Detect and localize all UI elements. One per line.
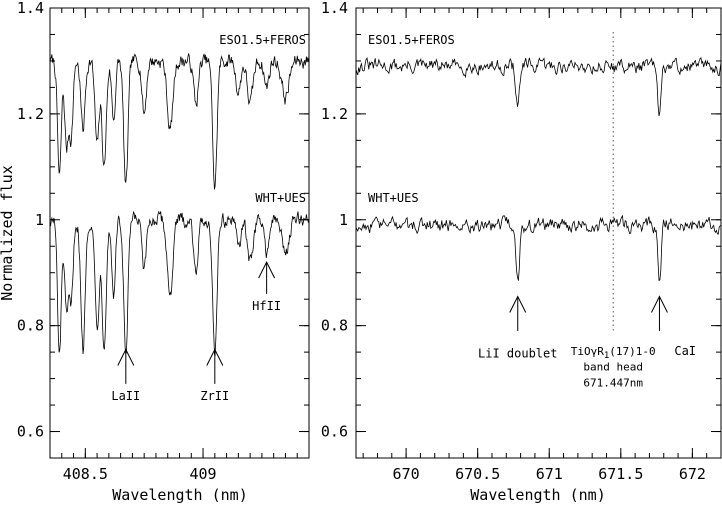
line-annotation: HfII bbox=[252, 299, 281, 313]
line-annotation: LiI doublet bbox=[478, 346, 557, 360]
y-tick-label: 1 bbox=[35, 211, 44, 229]
line-annotation: CaI bbox=[674, 344, 696, 358]
spectrum-line bbox=[49, 53, 310, 190]
x-tick-label: 409 bbox=[189, 465, 216, 483]
left-panel: 0.6 0.8 1 1.2 1.4 408.5 409 Wavelength (nm) Norm… bbox=[0, 0, 310, 504]
x-tick-label: 672 bbox=[679, 465, 706, 483]
y-tick-label: 0.8 bbox=[321, 317, 348, 335]
x-tick-label: 670 bbox=[393, 465, 420, 483]
y-axis-label: Normalized flux bbox=[0, 165, 16, 300]
series-label: WHT+UES bbox=[255, 191, 306, 205]
line-annotation: ZrII bbox=[200, 389, 229, 403]
line-arrow-head bbox=[117, 348, 135, 366]
x-axis-label: Wavelength (nm) bbox=[470, 486, 605, 504]
x-axis-label: Wavelength (nm) bbox=[112, 486, 247, 504]
series-label: WHT+UES bbox=[368, 191, 419, 205]
y-tick-label: 1.4 bbox=[321, 0, 348, 17]
spectrum-line bbox=[355, 56, 722, 117]
series-label: ESO1.5+FEROS bbox=[219, 33, 306, 47]
tio-band-label: TiOγR1(17)1-0 bbox=[571, 345, 656, 361]
y-tick-label: 0.6 bbox=[17, 423, 44, 441]
y-tick-label: 1.4 bbox=[17, 0, 44, 17]
line-annotation: band head bbox=[583, 361, 643, 374]
spectrum-line bbox=[49, 210, 310, 357]
spectrum-line bbox=[355, 214, 722, 282]
x-tick-label: 408.5 bbox=[63, 465, 108, 483]
y-tick-label: 1.2 bbox=[321, 105, 348, 123]
y-tick-label: 1 bbox=[339, 211, 348, 229]
x-tick-label: 670.5 bbox=[455, 465, 500, 483]
series-label: ESO1.5+FEROS bbox=[368, 33, 455, 47]
plot-frame bbox=[355, 7, 722, 459]
y-tick-label: 1.2 bbox=[17, 105, 44, 123]
y-tick-label: 0.8 bbox=[17, 317, 44, 335]
x-tick-label: 671 bbox=[536, 465, 563, 483]
line-arrow-head bbox=[509, 295, 527, 313]
line-arrow-head bbox=[258, 260, 276, 279]
x-tick-label: 671.5 bbox=[598, 465, 643, 483]
line-arrow-head bbox=[651, 295, 668, 313]
line-arrow-head bbox=[206, 348, 224, 366]
right-panel: 0.6 0.8 1 1.2 1.4 670 670.5 671 671.5 672 Waveleng… bbox=[321, 0, 722, 504]
y-tick-label: 0.6 bbox=[321, 423, 348, 441]
line-annotation: LaII bbox=[111, 389, 140, 403]
line-annotation: 671.447nm bbox=[583, 377, 643, 390]
